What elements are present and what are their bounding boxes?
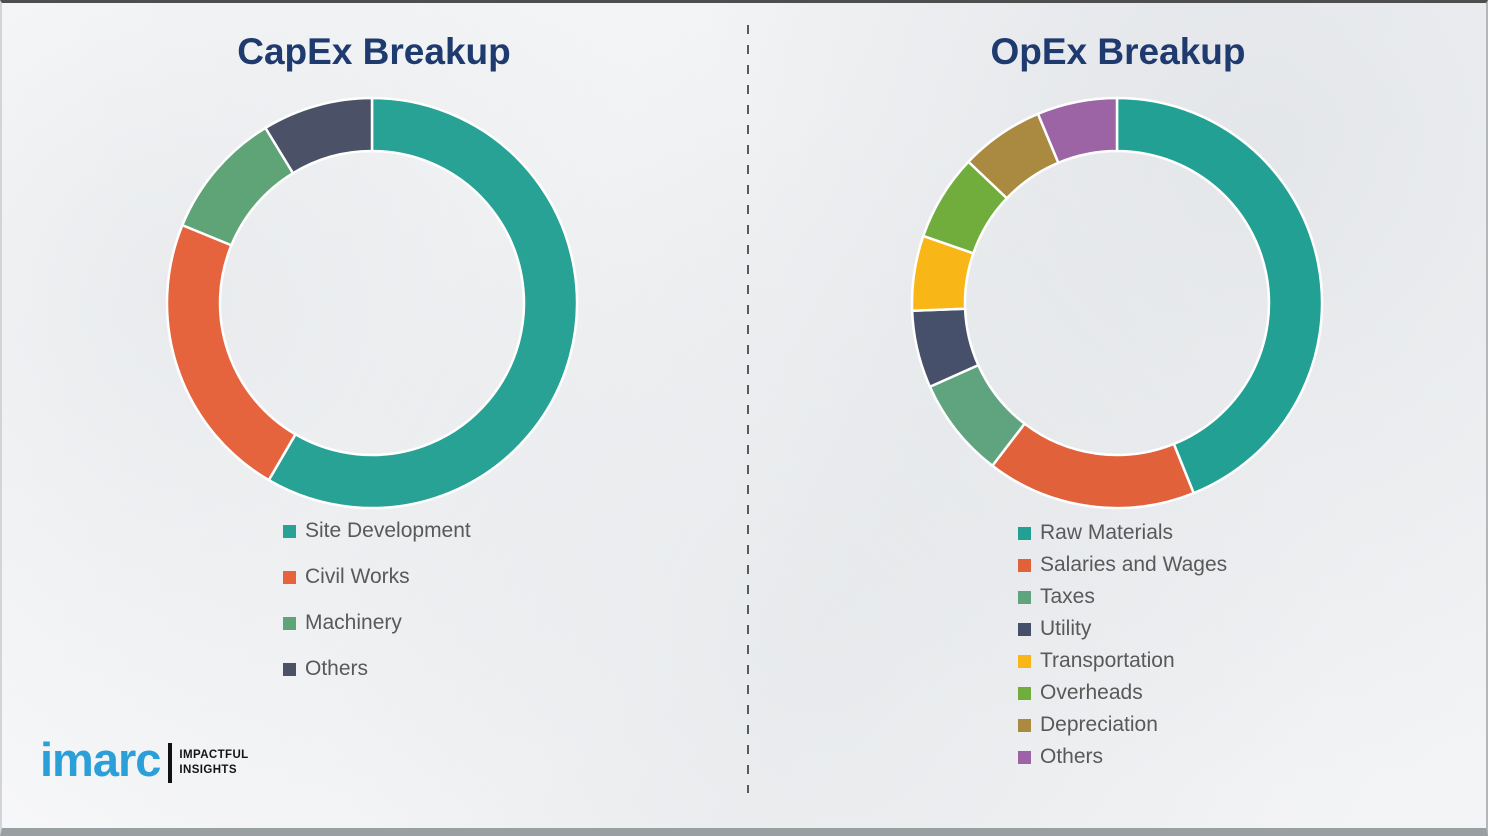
- legend-label: Others: [1040, 745, 1104, 768]
- capex-donut-chart: [165, 96, 579, 510]
- legend-swatch: [1018, 686, 1031, 700]
- legend-swatch: [1018, 526, 1031, 540]
- opex-legend: Raw Materials Salaries and Wages Taxes Util…: [1018, 521, 1227, 777]
- opex-panel: OpEx Breakup Raw Materials Salaries and W…: [746, 3, 1486, 828]
- donut-segment-others: [264, 96, 374, 175]
- imarc-tagline-line1: IMPACTFUL: [179, 749, 249, 762]
- legend-item-salaries-and-wages: Salaries and Wages: [1018, 553, 1227, 577]
- legend-item-raw-materials: Raw Materials: [1018, 521, 1227, 545]
- donut-svg: [910, 96, 1324, 510]
- legend-item-site-development: Site Development: [283, 519, 471, 543]
- legend-swatch: [1018, 622, 1031, 636]
- donut-segment-others: [1036, 96, 1119, 165]
- legend-label: Site Development: [305, 519, 471, 542]
- legend-item-civil-works: Civil Works: [283, 565, 471, 589]
- donut-svg: [165, 96, 579, 510]
- opex-title: OpEx Breakup: [990, 31, 1246, 72]
- legend-label: Civil Works: [305, 565, 410, 588]
- legend-swatch: [1018, 750, 1031, 764]
- imarc-tagline-line2: INSIGHTS: [179, 763, 237, 776]
- legend-swatch: [1018, 558, 1031, 572]
- opex-donut-chart: [910, 96, 1324, 510]
- legend-swatch: [283, 524, 296, 538]
- legend-label: Taxes: [1040, 585, 1095, 608]
- legend-label: Utility: [1040, 617, 1092, 640]
- panel-divider-dashed-line: [747, 25, 749, 793]
- legend-swatch: [1018, 654, 1031, 668]
- legend-swatch: [283, 616, 296, 630]
- imarc-logo-tagline: IMPACTFUL INSIGHTS: [179, 748, 248, 777]
- legend-swatch: [1018, 590, 1031, 604]
- imarc-logo-divider-bar: [168, 742, 173, 783]
- legend-label: Salaries and Wages: [1040, 553, 1228, 576]
- legend-label: Overheads: [1040, 681, 1143, 704]
- donut-segment-salaries-and-wages: [991, 422, 1195, 510]
- donut-segment-raw-materials: [1115, 96, 1324, 495]
- legend-item-others: Others: [1018, 745, 1227, 769]
- legend-label: Depreciation: [1040, 713, 1158, 736]
- legend-item-transportation: Transportation: [1018, 649, 1227, 673]
- legend-item-machinery: Machinery: [283, 611, 471, 635]
- legend-swatch: [283, 662, 296, 676]
- capex-title: CapEx Breakup: [237, 31, 511, 72]
- donut-segment-site-development: [267, 96, 579, 510]
- legend-label: Transportation: [1040, 649, 1175, 672]
- capex-panel: CapEx Breakup Site Development Civil Work…: [2, 3, 746, 828]
- legend-swatch: [1018, 718, 1031, 732]
- capex-legend: Site Development Civil Works Machinery Othe…: [283, 519, 471, 703]
- legend-item-utility: Utility: [1018, 617, 1227, 641]
- legend-label: Others: [305, 657, 369, 680]
- legend-swatch: [283, 570, 296, 584]
- imarc-logo-wordmark: imarc: [40, 733, 161, 786]
- legend-item-overheads: Overheads: [1018, 681, 1227, 705]
- legend-label: Machinery: [305, 611, 402, 634]
- legend-item-taxes: Taxes: [1018, 585, 1227, 609]
- legend-item-others: Others: [283, 657, 471, 681]
- legend-item-depreciation: Depreciation: [1018, 713, 1227, 737]
- legend-label: Raw Materials: [1040, 521, 1174, 544]
- donut-segment-civil-works: [165, 223, 297, 482]
- imarc-logo: imarc IMPACTFUL INSIGHTS: [40, 736, 249, 783]
